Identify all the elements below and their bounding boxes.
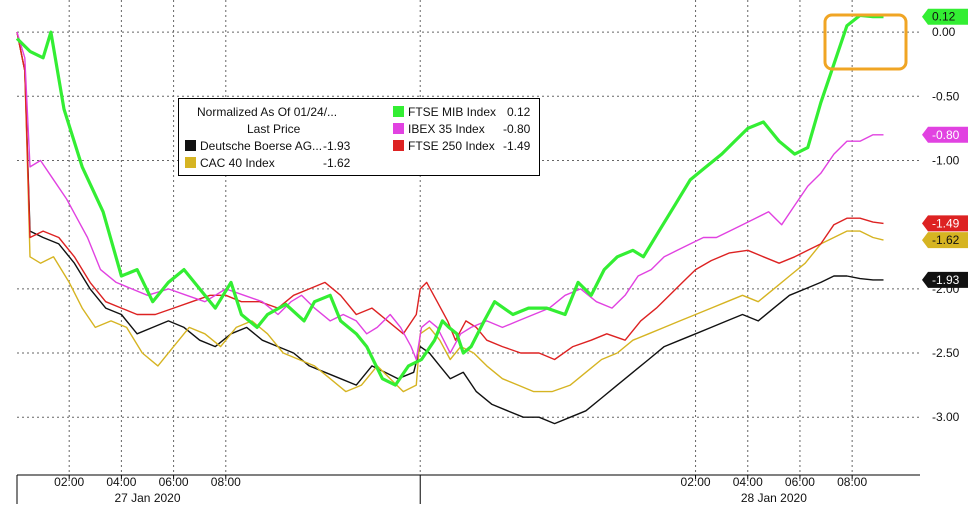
y-tick-label: 0.00 <box>932 25 956 39</box>
x-tick-label: 02:00 <box>54 475 84 489</box>
last-value-tag <box>922 126 968 143</box>
date-label: 27 Jan 2020 <box>114 491 180 505</box>
date-label: 28 Jan 2020 <box>741 491 807 505</box>
legend-series-name: Deutsche Boerse AG... <box>200 139 323 153</box>
x-tick-label: 04:00 <box>733 475 763 489</box>
legend-item-ftse-250: FTSE 250 Index -1.49 <box>393 139 533 153</box>
y-tick-label: -1.00 <box>932 153 960 167</box>
series-line-cac-40-index <box>16 31 884 393</box>
y-tick-label: -3.00 <box>932 410 960 424</box>
legend-item-deutsche-boerse: Deutsche Boerse AG... -1.93 <box>185 139 365 153</box>
x-tick-label: 06:00 <box>785 475 815 489</box>
last-value-tag <box>922 8 968 25</box>
legend-subtitle: Last Price <box>247 122 301 136</box>
legend-series-name: FTSE MIB Index <box>408 105 497 119</box>
series-line-deutsche-boerse-ag <box>16 31 884 425</box>
legend-series-value: -0.80 <box>503 122 531 136</box>
legend-title: Normalized As Of 01/24/... <box>197 105 338 119</box>
legend-item-ftse-mib: FTSE MIB Index 0.12 <box>393 105 533 119</box>
last-value-tag <box>922 215 968 232</box>
legend-series-value: -1.93 <box>323 139 351 153</box>
x-tick-label: 08:00 <box>211 475 241 489</box>
legend-swatch <box>185 157 196 168</box>
legend-swatch <box>185 140 196 151</box>
last-value-label: -0.80 <box>932 128 960 142</box>
y-tick-label: -0.50 <box>932 89 960 103</box>
series-line-ibex-35-index <box>16 31 884 361</box>
legend-item-ibex-35: IBEX 35 Index -0.80 <box>393 122 533 136</box>
chart-legend: Normalized As Of 01/24/... Last Price De… <box>178 98 540 176</box>
legend-item-cac-40: CAC 40 Index -1.62 <box>185 156 365 170</box>
gridlines <box>17 0 920 475</box>
legend-series-name: IBEX 35 Index <box>408 122 485 136</box>
legend-series-name: CAC 40 Index <box>200 156 275 170</box>
x-tick-label: 06:00 <box>159 475 189 489</box>
legend-swatch <box>393 106 404 117</box>
legend-series-value: 0.12 <box>507 105 531 119</box>
last-value-label: 0.12 <box>932 10 956 24</box>
y-tick-label: -2.50 <box>932 346 960 360</box>
x-tick-label: 04:00 <box>106 475 136 489</box>
last-value-label: -1.62 <box>932 233 960 247</box>
series-line-ftse-mib-index <box>15 13 884 387</box>
last-value-tag <box>922 271 968 288</box>
legend-swatch <box>393 140 404 151</box>
last-value-label: -1.93 <box>932 273 960 287</box>
series-line-ftse-250-index <box>16 31 884 361</box>
legend-series-value: -1.49 <box>503 139 531 153</box>
x-tick-label: 08:00 <box>837 475 867 489</box>
series-lines <box>15 13 884 425</box>
x-tick-label: 02:00 <box>681 475 711 489</box>
highlight-box <box>823 13 908 71</box>
last-value-label: -1.49 <box>932 216 960 230</box>
legend-swatch <box>393 123 404 134</box>
last-value-tags: 0.12 -0.80 -1.49 -1.62 -1.93 <box>922 8 968 288</box>
legend-series-name: FTSE 250 Index <box>408 139 495 153</box>
legend-series-value: -1.62 <box>323 156 351 170</box>
last-value-tag <box>922 232 968 249</box>
